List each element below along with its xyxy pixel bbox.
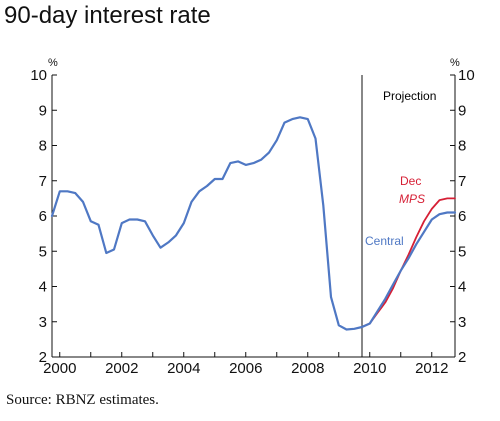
x-tick-label-2012: 2012	[415, 360, 448, 377]
y-tick-label-right: 4	[458, 279, 466, 296]
y-tick-label-left: 4	[39, 279, 47, 296]
x-tick-label-2004: 2004	[167, 360, 200, 377]
y-tick-label-right: 6	[458, 208, 466, 225]
y-tick-label-left: 8	[39, 138, 47, 155]
y-tick-label-right: 7	[458, 173, 466, 190]
y-tick-label-left: 2	[39, 349, 47, 366]
x-tick-label-2002: 2002	[105, 360, 138, 377]
y-unit-right: %	[450, 57, 460, 69]
series-group	[50, 116, 457, 331]
y-tick-label-right: 10	[458, 67, 475, 84]
x-tick-label-2010: 2010	[353, 360, 386, 377]
y-tick-label-left: 3	[39, 314, 47, 331]
y-tick-label-right: 8	[458, 138, 466, 155]
dec-label: Dec	[400, 174, 421, 188]
source-note: Source: RBNZ estimates.	[6, 392, 159, 408]
projection-label: Projection	[383, 89, 436, 103]
y-tick-label-right: 3	[458, 314, 466, 331]
x-ticks: 2000 2002 2004 2006 2008 2010 2012	[43, 352, 448, 377]
y-tick-label-left: 5	[39, 243, 47, 260]
x-tick-label-2000: 2000	[43, 360, 76, 377]
dec-mps-series-line	[361, 197, 456, 328]
central-series-line	[50, 116, 457, 331]
y-ticks: 2 2 3 3 4 4 5 5 6 6 7 7 8 8 9 9 10 10	[30, 67, 474, 366]
mps-label: MPS	[399, 192, 425, 206]
x-tick-label-2006: 2006	[229, 360, 262, 377]
chart-title: 90-day interest rate	[4, 2, 211, 29]
y-tick-label-right: 5	[458, 243, 466, 260]
y-unit-left: %	[48, 57, 58, 69]
y-tick-label-right: 2	[458, 349, 466, 366]
y-tick-label-right: 9	[458, 102, 466, 119]
y-tick-label-left: 6	[39, 208, 47, 225]
y-tick-label-left: 9	[39, 102, 47, 119]
x-tick-label-2008: 2008	[291, 360, 324, 377]
y-tick-label-left: 7	[39, 173, 47, 190]
y-tick-label-left: 10	[30, 67, 47, 84]
central-label: Central	[365, 234, 404, 248]
